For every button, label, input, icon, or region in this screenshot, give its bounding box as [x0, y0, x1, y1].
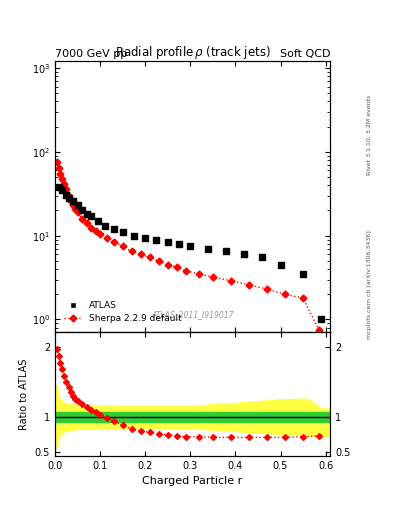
Legend: ATLAS, Sherpa 2.2.9 default: ATLAS, Sherpa 2.2.9 default [59, 296, 187, 328]
Text: Soft QCD: Soft QCD [280, 49, 330, 59]
Title: Radial profile$\,\rho$ (track jets): Radial profile$\,\rho$ (track jets) [115, 45, 270, 61]
Text: 7000 GeV pp: 7000 GeV pp [55, 49, 127, 59]
Y-axis label: Ratio to ATLAS: Ratio to ATLAS [19, 358, 29, 430]
Text: ATLAS_2011_I919017: ATLAS_2011_I919017 [151, 310, 234, 319]
X-axis label: Charged Particle r: Charged Particle r [142, 476, 243, 486]
Text: mcplots.cern.ch [arXiv:1306.3436]: mcplots.cern.ch [arXiv:1306.3436] [367, 230, 372, 338]
Text: Rivet 3.1.10, 3.2M events: Rivet 3.1.10, 3.2M events [367, 94, 372, 175]
